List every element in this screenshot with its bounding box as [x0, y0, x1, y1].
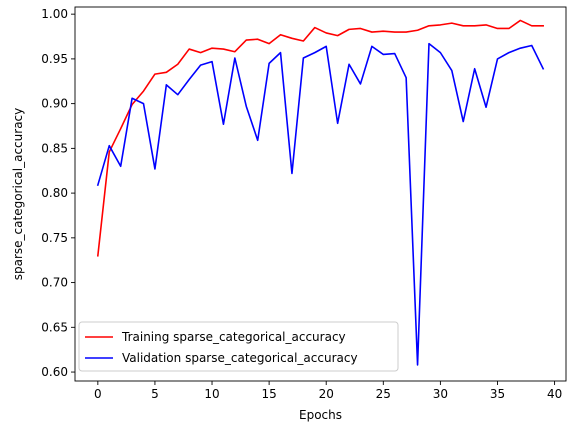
plot-background [75, 7, 566, 381]
x-tick-label: 15 [261, 387, 276, 401]
x-tick-label: 30 [433, 387, 448, 401]
x-tick-label: 10 [204, 387, 219, 401]
y-tick-label: 0.70 [41, 276, 68, 290]
legend: Training sparse_categorical_accuracy Val… [78, 321, 399, 372]
series-line-validation [96, 42, 545, 366]
x-tick-label: 40 [547, 387, 562, 401]
x-axis-label: Epochs [299, 408, 342, 422]
y-tick-label: 0.80 [41, 186, 68, 200]
legend-label-validation: Validation sparse_categorical_accuracy [122, 351, 358, 365]
y-tick-label: 0.90 [41, 97, 68, 111]
y-axis-label: sparse_categorical_accuracy [11, 108, 25, 280]
plot-area [75, 7, 566, 381]
series-layer [96, 19, 545, 366]
y-tick-label: 0.95 [41, 52, 68, 66]
axes-spines [74, 6, 567, 382]
y-tick-label: 0.65 [41, 320, 68, 334]
y-tick-label: 0.60 [41, 365, 68, 379]
y-tick-label: 0.85 [41, 141, 68, 155]
x-tick-label: 0 [94, 387, 102, 401]
y-axis: 0.60 0.65 0.70 0.75 0.80 0.85 0.90 0.95 1.00 [41, 7, 75, 379]
x-tick-label: 20 [319, 387, 334, 401]
x-tick-label: 25 [376, 387, 391, 401]
y-tick-label: 0.75 [41, 231, 68, 245]
x-tick-label: 5 [151, 387, 159, 401]
series-line-training [96, 19, 544, 257]
legend-label-training: Training sparse_categorical_accuracy [121, 330, 346, 344]
legend-box [78, 321, 399, 372]
axes-frame [74, 6, 567, 382]
x-tick-label: 35 [490, 387, 505, 401]
x-axis: 0 5 10 15 20 25 30 35 40 [94, 381, 562, 401]
y-tick-label: 1.00 [41, 7, 68, 21]
